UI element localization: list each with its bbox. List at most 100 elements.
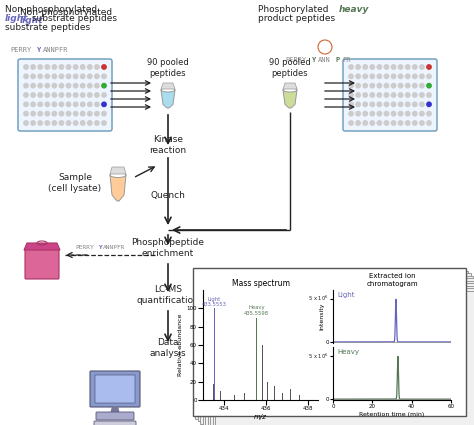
Circle shape [73, 83, 78, 88]
Circle shape [88, 74, 92, 79]
Circle shape [370, 121, 374, 125]
Circle shape [38, 111, 42, 116]
Circle shape [392, 93, 396, 97]
Circle shape [88, 83, 92, 88]
Circle shape [370, 102, 374, 107]
Text: ANNPFR: ANNPFR [43, 47, 69, 53]
Circle shape [384, 121, 389, 125]
Circle shape [81, 111, 85, 116]
Circle shape [45, 74, 49, 79]
Text: P: P [336, 57, 340, 63]
Circle shape [419, 102, 424, 107]
Circle shape [73, 74, 78, 79]
Y-axis label: Relative abundance: Relative abundance [179, 314, 183, 376]
Circle shape [384, 74, 389, 79]
Text: ANNPFR: ANNPFR [103, 245, 126, 250]
Circle shape [102, 65, 106, 69]
Circle shape [392, 102, 396, 107]
Text: 90 pooled
peptides: 90 pooled peptides [269, 58, 311, 78]
Text: Y: Y [37, 47, 41, 53]
Circle shape [377, 102, 382, 107]
Circle shape [24, 65, 28, 69]
Circle shape [88, 65, 92, 69]
Circle shape [66, 102, 71, 107]
Circle shape [419, 65, 424, 69]
Circle shape [24, 121, 28, 125]
Circle shape [59, 93, 64, 97]
Text: PERRY: PERRY [10, 47, 31, 53]
Circle shape [377, 111, 382, 116]
Circle shape [413, 93, 417, 97]
Circle shape [31, 111, 35, 116]
Circle shape [59, 111, 64, 116]
Bar [214, 308, 215, 400]
Circle shape [370, 74, 374, 79]
Circle shape [419, 121, 424, 125]
Circle shape [52, 102, 56, 107]
Circle shape [81, 121, 85, 125]
Polygon shape [283, 83, 297, 89]
Polygon shape [24, 243, 60, 250]
Text: heavy: heavy [339, 5, 369, 14]
Text: Data
analysis: Data analysis [150, 338, 186, 358]
Circle shape [413, 102, 417, 107]
Bar [282, 393, 283, 400]
Bar [213, 288, 474, 425]
Text: Phosphopeptide
enrichment: Phosphopeptide enrichment [131, 238, 204, 258]
Circle shape [95, 65, 99, 69]
Circle shape [356, 111, 360, 116]
Circle shape [66, 74, 71, 79]
Circle shape [88, 102, 92, 107]
Circle shape [59, 74, 64, 79]
Circle shape [24, 83, 28, 88]
Polygon shape [283, 90, 297, 108]
Circle shape [377, 83, 382, 88]
Circle shape [406, 65, 410, 69]
Bar [234, 395, 235, 400]
X-axis label: m/z: m/z [254, 414, 267, 420]
Circle shape [413, 111, 417, 116]
Circle shape [59, 83, 64, 88]
Text: LC-MS
quantification: LC-MS quantification [137, 285, 200, 305]
Circle shape [38, 93, 42, 97]
Bar [216, 291, 474, 425]
Circle shape [31, 93, 35, 97]
Circle shape [363, 93, 367, 97]
Circle shape [52, 65, 56, 69]
Circle shape [356, 74, 360, 79]
Circle shape [59, 65, 64, 69]
FancyBboxPatch shape [18, 59, 112, 131]
Circle shape [95, 111, 99, 116]
Circle shape [52, 74, 56, 79]
Circle shape [73, 65, 78, 69]
Circle shape [406, 93, 410, 97]
Circle shape [73, 102, 78, 107]
Circle shape [384, 102, 389, 107]
Ellipse shape [283, 88, 297, 92]
Text: light: light [20, 16, 44, 25]
Circle shape [392, 65, 396, 69]
Bar [198, 273, 471, 421]
Circle shape [363, 65, 367, 69]
Circle shape [399, 121, 403, 125]
Title: Mass spectrum: Mass spectrum [231, 279, 290, 288]
Circle shape [66, 111, 71, 116]
Circle shape [349, 111, 353, 116]
Circle shape [45, 102, 49, 107]
Circle shape [392, 121, 396, 125]
Circle shape [31, 65, 35, 69]
Polygon shape [110, 167, 126, 174]
Circle shape [413, 83, 417, 88]
Circle shape [370, 93, 374, 97]
Circle shape [384, 83, 389, 88]
Circle shape [66, 93, 71, 97]
Circle shape [38, 74, 42, 79]
Circle shape [38, 102, 42, 107]
Text: Y: Y [312, 57, 316, 63]
Circle shape [370, 83, 374, 88]
Circle shape [427, 102, 431, 107]
Text: Quench: Quench [151, 190, 185, 199]
Text: 5 x 10$^6$: 5 x 10$^6$ [309, 351, 329, 360]
Circle shape [384, 93, 389, 97]
Circle shape [363, 102, 367, 107]
